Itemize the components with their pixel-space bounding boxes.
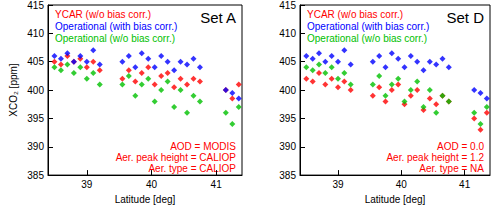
svg-text:Aer. type = NA: Aer. type = NA bbox=[419, 163, 484, 174]
svg-text:390: 390 bbox=[279, 141, 296, 152]
svg-text:410: 410 bbox=[27, 28, 44, 39]
svg-text:Operational (with bias corr.): Operational (with bias corr.) bbox=[55, 21, 177, 32]
svg-text:395: 395 bbox=[27, 113, 44, 124]
svg-text:YCAR (w/o bias corr.): YCAR (w/o bias corr.) bbox=[55, 9, 151, 20]
svg-text:41: 41 bbox=[459, 179, 471, 190]
svg-text:Operational (with bias corr.): Operational (with bias corr.) bbox=[307, 21, 429, 32]
svg-text:400: 400 bbox=[27, 85, 44, 96]
svg-text:390: 390 bbox=[27, 141, 44, 152]
svg-text:385: 385 bbox=[27, 170, 44, 181]
svg-text:395: 395 bbox=[279, 113, 296, 124]
svg-text:415: 415 bbox=[279, 0, 296, 11]
svg-text:Aer. peak height = 1.2: Aer. peak height = 1.2 bbox=[386, 152, 484, 163]
svg-text:40: 40 bbox=[146, 179, 158, 190]
svg-text:41: 41 bbox=[211, 179, 223, 190]
svg-text:410: 410 bbox=[279, 28, 296, 39]
svg-text:Latitude [deg]: Latitude [deg] bbox=[115, 194, 176, 205]
svg-text:AOD = MODIS: AOD = MODIS bbox=[170, 141, 236, 152]
svg-text:YCAR (w/o bias corr.): YCAR (w/o bias corr.) bbox=[307, 9, 403, 20]
svg-text:XCO₂ [ppm]: XCO₂ [ppm] bbox=[8, 63, 19, 117]
svg-text:400: 400 bbox=[279, 85, 296, 96]
svg-text:Aer. type = CALIOP: Aer. type = CALIOP bbox=[148, 163, 236, 174]
svg-text:405: 405 bbox=[27, 56, 44, 67]
svg-text:385: 385 bbox=[279, 170, 296, 181]
svg-text:415: 415 bbox=[27, 0, 44, 11]
svg-text:Operational (w/o bias corr.): Operational (w/o bias corr.) bbox=[55, 33, 175, 44]
svg-text:39: 39 bbox=[332, 179, 344, 190]
svg-text:Set A: Set A bbox=[200, 9, 236, 26]
svg-text:40: 40 bbox=[396, 179, 408, 190]
svg-text:39: 39 bbox=[81, 179, 93, 190]
svg-text:Set D: Set D bbox=[446, 9, 484, 26]
svg-text:Latitude [deg]: Latitude [deg] bbox=[365, 194, 426, 205]
svg-text:Aer. peak height = CALIOP: Aer. peak height = CALIOP bbox=[116, 152, 237, 163]
svg-text:405: 405 bbox=[279, 56, 296, 67]
svg-text:AOD = 0.0: AOD = 0.0 bbox=[437, 141, 484, 152]
svg-text:Operational (w/o bias corr.): Operational (w/o bias corr.) bbox=[307, 33, 427, 44]
